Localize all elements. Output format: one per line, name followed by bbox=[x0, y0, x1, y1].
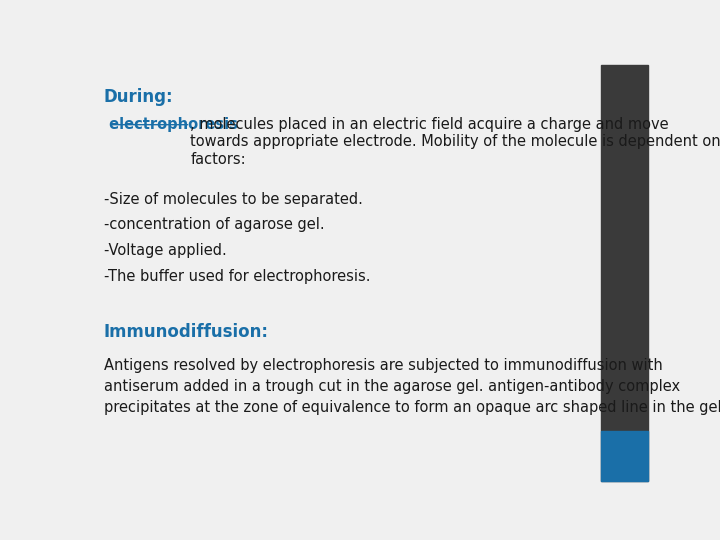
Text: , molecules placed in an electric field acquire a charge and move
towards approp: , molecules placed in an electric field … bbox=[190, 117, 720, 166]
Text: -Size of molecules to be separated.: -Size of molecules to be separated. bbox=[104, 192, 363, 207]
Text: During:: During: bbox=[104, 87, 174, 106]
Text: Immunodiffusion:: Immunodiffusion: bbox=[104, 322, 269, 341]
Bar bbox=[600, 431, 648, 481]
Text: Antigens resolved by electrophoresis are subjected to immunodiffusion with
antis: Antigens resolved by electrophoresis are… bbox=[104, 358, 720, 415]
Text: -The buffer used for electrophoresis.: -The buffer used for electrophoresis. bbox=[104, 269, 371, 284]
Text: -concentration of agarose gel.: -concentration of agarose gel. bbox=[104, 218, 325, 232]
Bar bbox=[600, 65, 648, 481]
Text: -Voltage applied.: -Voltage applied. bbox=[104, 243, 227, 258]
Text: electrophoresis: electrophoresis bbox=[104, 117, 238, 132]
